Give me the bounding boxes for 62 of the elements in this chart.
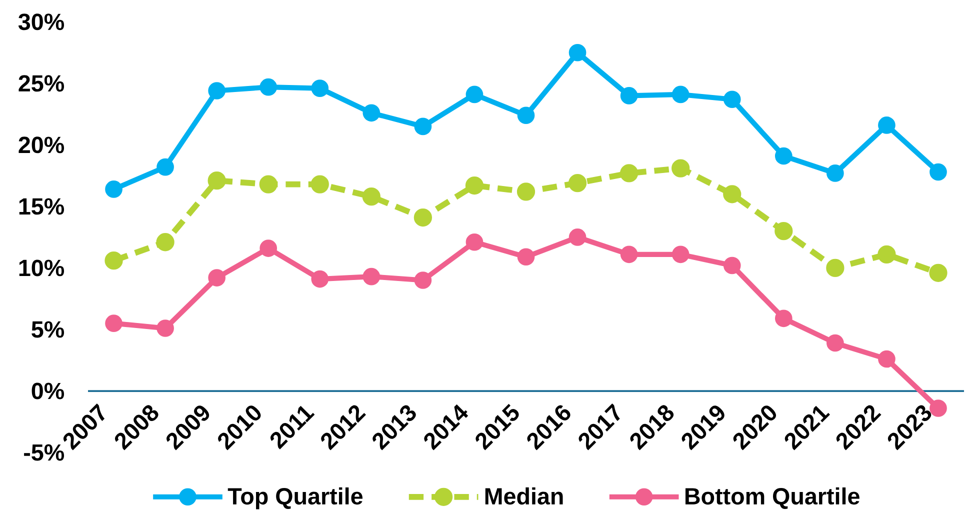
point bbox=[310, 175, 329, 194]
point bbox=[466, 233, 484, 251]
point bbox=[774, 147, 792, 165]
point bbox=[930, 400, 947, 417]
point bbox=[311, 270, 329, 288]
point bbox=[672, 159, 690, 178]
point bbox=[208, 269, 226, 286]
point bbox=[723, 185, 742, 204]
point bbox=[208, 172, 226, 190]
point bbox=[930, 163, 947, 181]
y-tick-label: 0% bbox=[32, 382, 64, 400]
point bbox=[620, 164, 638, 182]
legend-label: Top Quartile bbox=[228, 487, 363, 510]
point bbox=[260, 240, 278, 257]
point bbox=[414, 118, 432, 136]
point bbox=[878, 245, 896, 264]
point bbox=[105, 180, 122, 198]
point bbox=[723, 90, 741, 108]
y-tick-label: 5% bbox=[32, 321, 64, 338]
point bbox=[465, 176, 484, 195]
point bbox=[104, 252, 123, 270]
legend-label: Median bbox=[485, 487, 563, 505]
y-tick-label: 30% bbox=[18, 14, 64, 30]
point bbox=[414, 208, 432, 227]
legend-label: Bottom Quartile bbox=[686, 487, 860, 509]
point bbox=[568, 174, 587, 192]
point bbox=[929, 264, 948, 282]
point bbox=[826, 334, 844, 352]
point bbox=[414, 272, 432, 289]
point bbox=[774, 310, 792, 328]
point bbox=[672, 86, 690, 104]
point bbox=[105, 314, 122, 332]
point bbox=[156, 233, 174, 252]
point bbox=[774, 222, 793, 240]
point bbox=[156, 320, 174, 337]
y-tick-label: 15% bbox=[19, 198, 64, 215]
point bbox=[259, 175, 278, 194]
point bbox=[826, 164, 844, 182]
point bbox=[620, 87, 638, 104]
point bbox=[466, 86, 484, 104]
point bbox=[517, 248, 535, 266]
y-tick-label: 20% bbox=[18, 136, 64, 154]
point bbox=[878, 350, 896, 368]
point bbox=[362, 268, 380, 286]
point bbox=[362, 104, 380, 122]
point bbox=[620, 246, 638, 264]
y-tick-label: -5% bbox=[24, 444, 64, 461]
point bbox=[878, 116, 896, 134]
point bbox=[260, 78, 278, 96]
point bbox=[723, 256, 741, 274]
point bbox=[156, 158, 174, 176]
point bbox=[311, 80, 329, 97]
y-tick-label: 10% bbox=[19, 260, 64, 276]
point bbox=[362, 188, 380, 206]
point bbox=[516, 182, 536, 201]
point bbox=[826, 258, 844, 278]
point bbox=[568, 228, 586, 246]
point bbox=[672, 246, 690, 264]
point bbox=[208, 82, 226, 100]
y-tick-label: 25% bbox=[18, 75, 64, 92]
point bbox=[517, 106, 535, 124]
point bbox=[568, 44, 586, 62]
